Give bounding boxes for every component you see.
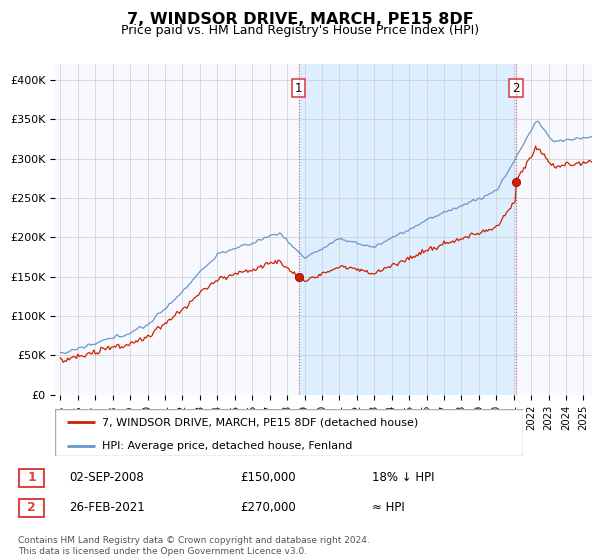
- Text: 26-FEB-2021: 26-FEB-2021: [69, 501, 145, 515]
- Text: 1: 1: [27, 471, 36, 484]
- Bar: [299, 64, 516, 395]
- Text: 02-SEP-2008: 02-SEP-2008: [69, 471, 144, 484]
- Text: £150,000: £150,000: [240, 471, 296, 484]
- Text: 2: 2: [512, 82, 520, 95]
- Text: 2: 2: [27, 501, 36, 515]
- Text: 7, WINDSOR DRIVE, MARCH, PE15 8DF (detached house): 7, WINDSOR DRIVE, MARCH, PE15 8DF (detac…: [102, 417, 418, 427]
- Text: HPI: Average price, detached house, Fenland: HPI: Average price, detached house, Fenl…: [102, 441, 352, 451]
- Text: 1: 1: [295, 82, 302, 95]
- Text: £270,000: £270,000: [240, 501, 296, 515]
- Text: 7, WINDSOR DRIVE, MARCH, PE15 8DF: 7, WINDSOR DRIVE, MARCH, PE15 8DF: [127, 12, 473, 27]
- Text: Price paid vs. HM Land Registry's House Price Index (HPI): Price paid vs. HM Land Registry's House …: [121, 24, 479, 37]
- Text: 18% ↓ HPI: 18% ↓ HPI: [372, 471, 434, 484]
- Text: Contains HM Land Registry data © Crown copyright and database right 2024.
This d: Contains HM Land Registry data © Crown c…: [18, 536, 370, 556]
- Text: ≈ HPI: ≈ HPI: [372, 501, 405, 515]
